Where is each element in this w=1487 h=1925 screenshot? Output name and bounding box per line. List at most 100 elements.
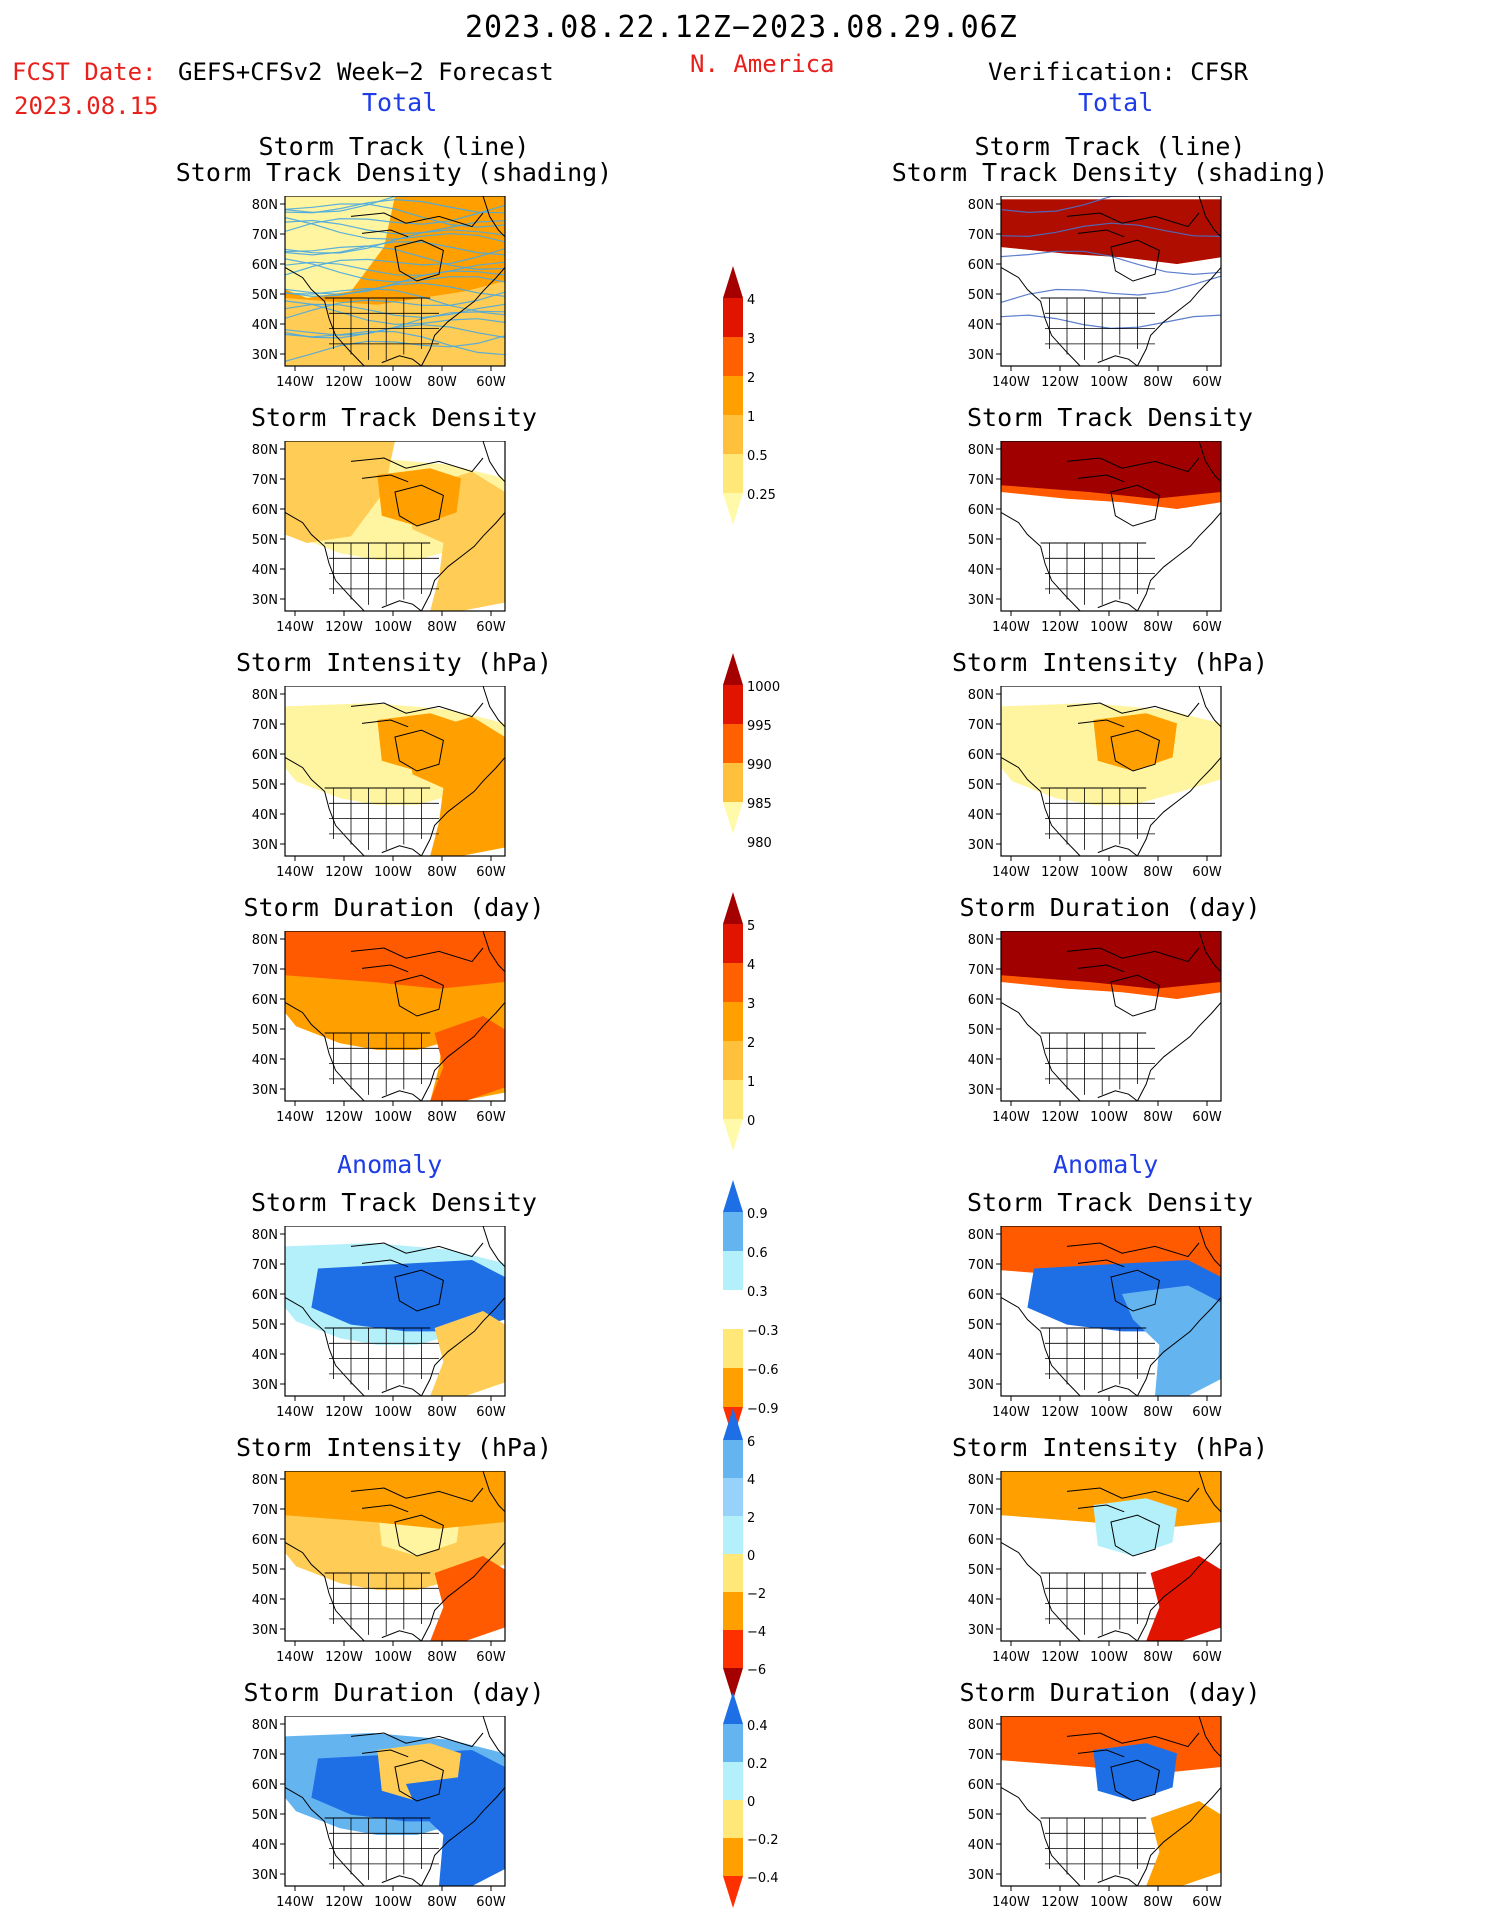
colorbar-swatch	[723, 1800, 743, 1838]
colorbar-tick-label: 990	[747, 758, 772, 773]
lon-tick-label: 140W	[992, 1895, 1030, 1910]
lon-tick-label: 80W	[427, 375, 457, 390]
colorbar-tick-label: 4	[747, 958, 755, 973]
lat-tick-label: 80N	[968, 198, 994, 213]
title-intensity-verif: Storm Intensity (hPa)	[951, 648, 1269, 677]
lon-tick-label: 140W	[276, 375, 314, 390]
title-track-line-fcst: Storm Track (line)	[258, 132, 530, 161]
lon-tick-label: 140W	[992, 620, 1030, 635]
lat-tick-label: 30N	[968, 838, 994, 853]
lon-tick-label: 100W	[1090, 620, 1128, 635]
colorbar-swatch	[723, 1838, 743, 1876]
map-frame	[284, 441, 506, 612]
colorbar-swatch	[723, 1440, 743, 1478]
lon-tick-label: 140W	[276, 1110, 314, 1125]
lat-tick-label: 40N	[252, 1838, 278, 1853]
lat-tick-label: 40N	[968, 563, 994, 578]
coastline-layer	[1000, 931, 1222, 1102]
colorbar-swatch	[723, 1516, 743, 1554]
lat-tick-label: 50N	[252, 1808, 278, 1823]
lat-tick-label: 70N	[252, 228, 278, 243]
lat-tick-label: 50N	[252, 1023, 278, 1038]
lat-tick-label: 40N	[252, 563, 278, 578]
lat-tick-label: 60N	[968, 258, 994, 273]
map-frame	[1000, 686, 1222, 857]
lon-tick-label: 140W	[992, 375, 1030, 390]
lon-tick-label: 80W	[1143, 1650, 1173, 1665]
lat-tick-label: 60N	[252, 1288, 278, 1303]
colorbar-end-min	[723, 802, 743, 834]
colorbar-end-max	[723, 1180, 743, 1212]
lon-tick-label: 60W	[476, 1650, 506, 1665]
lat-tick-label: 40N	[968, 1053, 994, 1068]
lon-tick-label: 80W	[427, 1650, 457, 1665]
lat-tick-label: 70N	[968, 718, 994, 733]
lon-tick-label: 140W	[992, 1110, 1030, 1125]
lat-tick-label: 50N	[968, 1318, 994, 1333]
colorbar-swatch	[723, 454, 743, 493]
shading-layer	[285, 931, 505, 1101]
map-density-anom-fcst: 30N 40N 50N 60N 70N 80N 140W 120W 100W 80W 60W	[252, 1226, 506, 1420]
lon-tick-label: 140W	[276, 620, 314, 635]
lat-tick-label: 40N	[252, 808, 278, 823]
region-label: N. America	[690, 50, 835, 78]
colorbar-swatch	[723, 724, 743, 763]
lon-tick-label: 120W	[325, 865, 363, 880]
colorbar-tick-label: −0.6	[747, 1363, 779, 1378]
lat-tick-label: 30N	[968, 348, 994, 363]
title-density-verif: Storm Track Density	[967, 403, 1253, 432]
map-intensity-anom-verif: 30N 40N 50N 60N 70N 80N 140W 120W 100W 80W 60W	[968, 1471, 1222, 1665]
colorbar-swatch	[723, 376, 743, 415]
colorbar-swatch	[723, 963, 743, 1002]
lon-tick-label: 60W	[1192, 1110, 1222, 1125]
lon-tick-label: 80W	[427, 1405, 457, 1420]
colorbar-swatch	[723, 337, 743, 376]
colorbar-swatch	[723, 1251, 743, 1290]
lon-tick-label: 80W	[1143, 620, 1173, 635]
lon-tick-label: 120W	[1041, 375, 1079, 390]
lat-tick-label: 40N	[968, 808, 994, 823]
lon-tick-label: 120W	[1041, 620, 1079, 635]
shading-layer	[285, 441, 505, 611]
lat-tick-label: 70N	[968, 228, 994, 243]
colorbar-swatch	[723, 1290, 743, 1329]
lat-tick-label: 60N	[252, 748, 278, 763]
colorbar-swatch	[723, 924, 743, 963]
lat-tick-label: 30N	[252, 1083, 278, 1098]
lon-tick-label: 80W	[1143, 375, 1173, 390]
coastline-layer	[1000, 1716, 1222, 1887]
lon-tick-label: 120W	[1041, 1650, 1079, 1665]
colorbar-swatch	[723, 1762, 743, 1800]
lat-tick-label: 30N	[968, 1083, 994, 1098]
map-duration-anom-fcst: 30N 40N 50N 60N 70N 80N 140W 120W 100W 80W 60W	[252, 1716, 506, 1910]
lon-tick-label: 80W	[1143, 1110, 1173, 1125]
coastline-layer	[1000, 686, 1222, 857]
title-intensity-anom-verif: Storm Intensity (hPa)	[951, 1433, 1269, 1462]
lat-tick-label: 80N	[252, 1228, 278, 1243]
lat-tick-label: 60N	[252, 258, 278, 273]
lon-tick-label: 80W	[427, 1110, 457, 1125]
colorbar-end-max	[723, 653, 743, 685]
title-density-fcst: Storm Track Density	[251, 403, 537, 432]
map-frame	[1000, 1471, 1222, 1642]
map-density-anom-verif: 30N 40N 50N 60N 70N 80N 140W 120W 100W 80W 60W	[968, 1226, 1222, 1420]
shading-layer	[285, 1471, 505, 1641]
lon-tick-label: 100W	[1090, 1650, 1128, 1665]
lon-tick-label: 60W	[476, 375, 506, 390]
colorbar-swatch	[723, 1002, 743, 1041]
lat-tick-label: 30N	[252, 1623, 278, 1638]
lon-tick-label: 100W	[1090, 1405, 1128, 1420]
colorbar-tick-label: 3	[747, 332, 755, 347]
colorbar-tick-label: 2	[747, 1511, 755, 1526]
lat-tick-label: 80N	[252, 198, 278, 213]
map-duration-verif: 30N 40N 50N 60N 70N 80N 140W 120W 100W 80W 60W	[968, 931, 1222, 1125]
colorbar-swatch	[723, 1080, 743, 1119]
lon-tick-label: 120W	[1041, 1110, 1079, 1125]
coastline-layer	[1000, 1471, 1222, 1642]
lat-tick-label: 80N	[968, 1473, 994, 1488]
lon-tick-label: 120W	[1041, 865, 1079, 880]
map-frame	[284, 196, 506, 367]
map-frame	[1000, 196, 1222, 367]
lat-tick-label: 70N	[968, 963, 994, 978]
title-track-shading-fcst: Storm Track Density (shading)	[175, 158, 613, 187]
